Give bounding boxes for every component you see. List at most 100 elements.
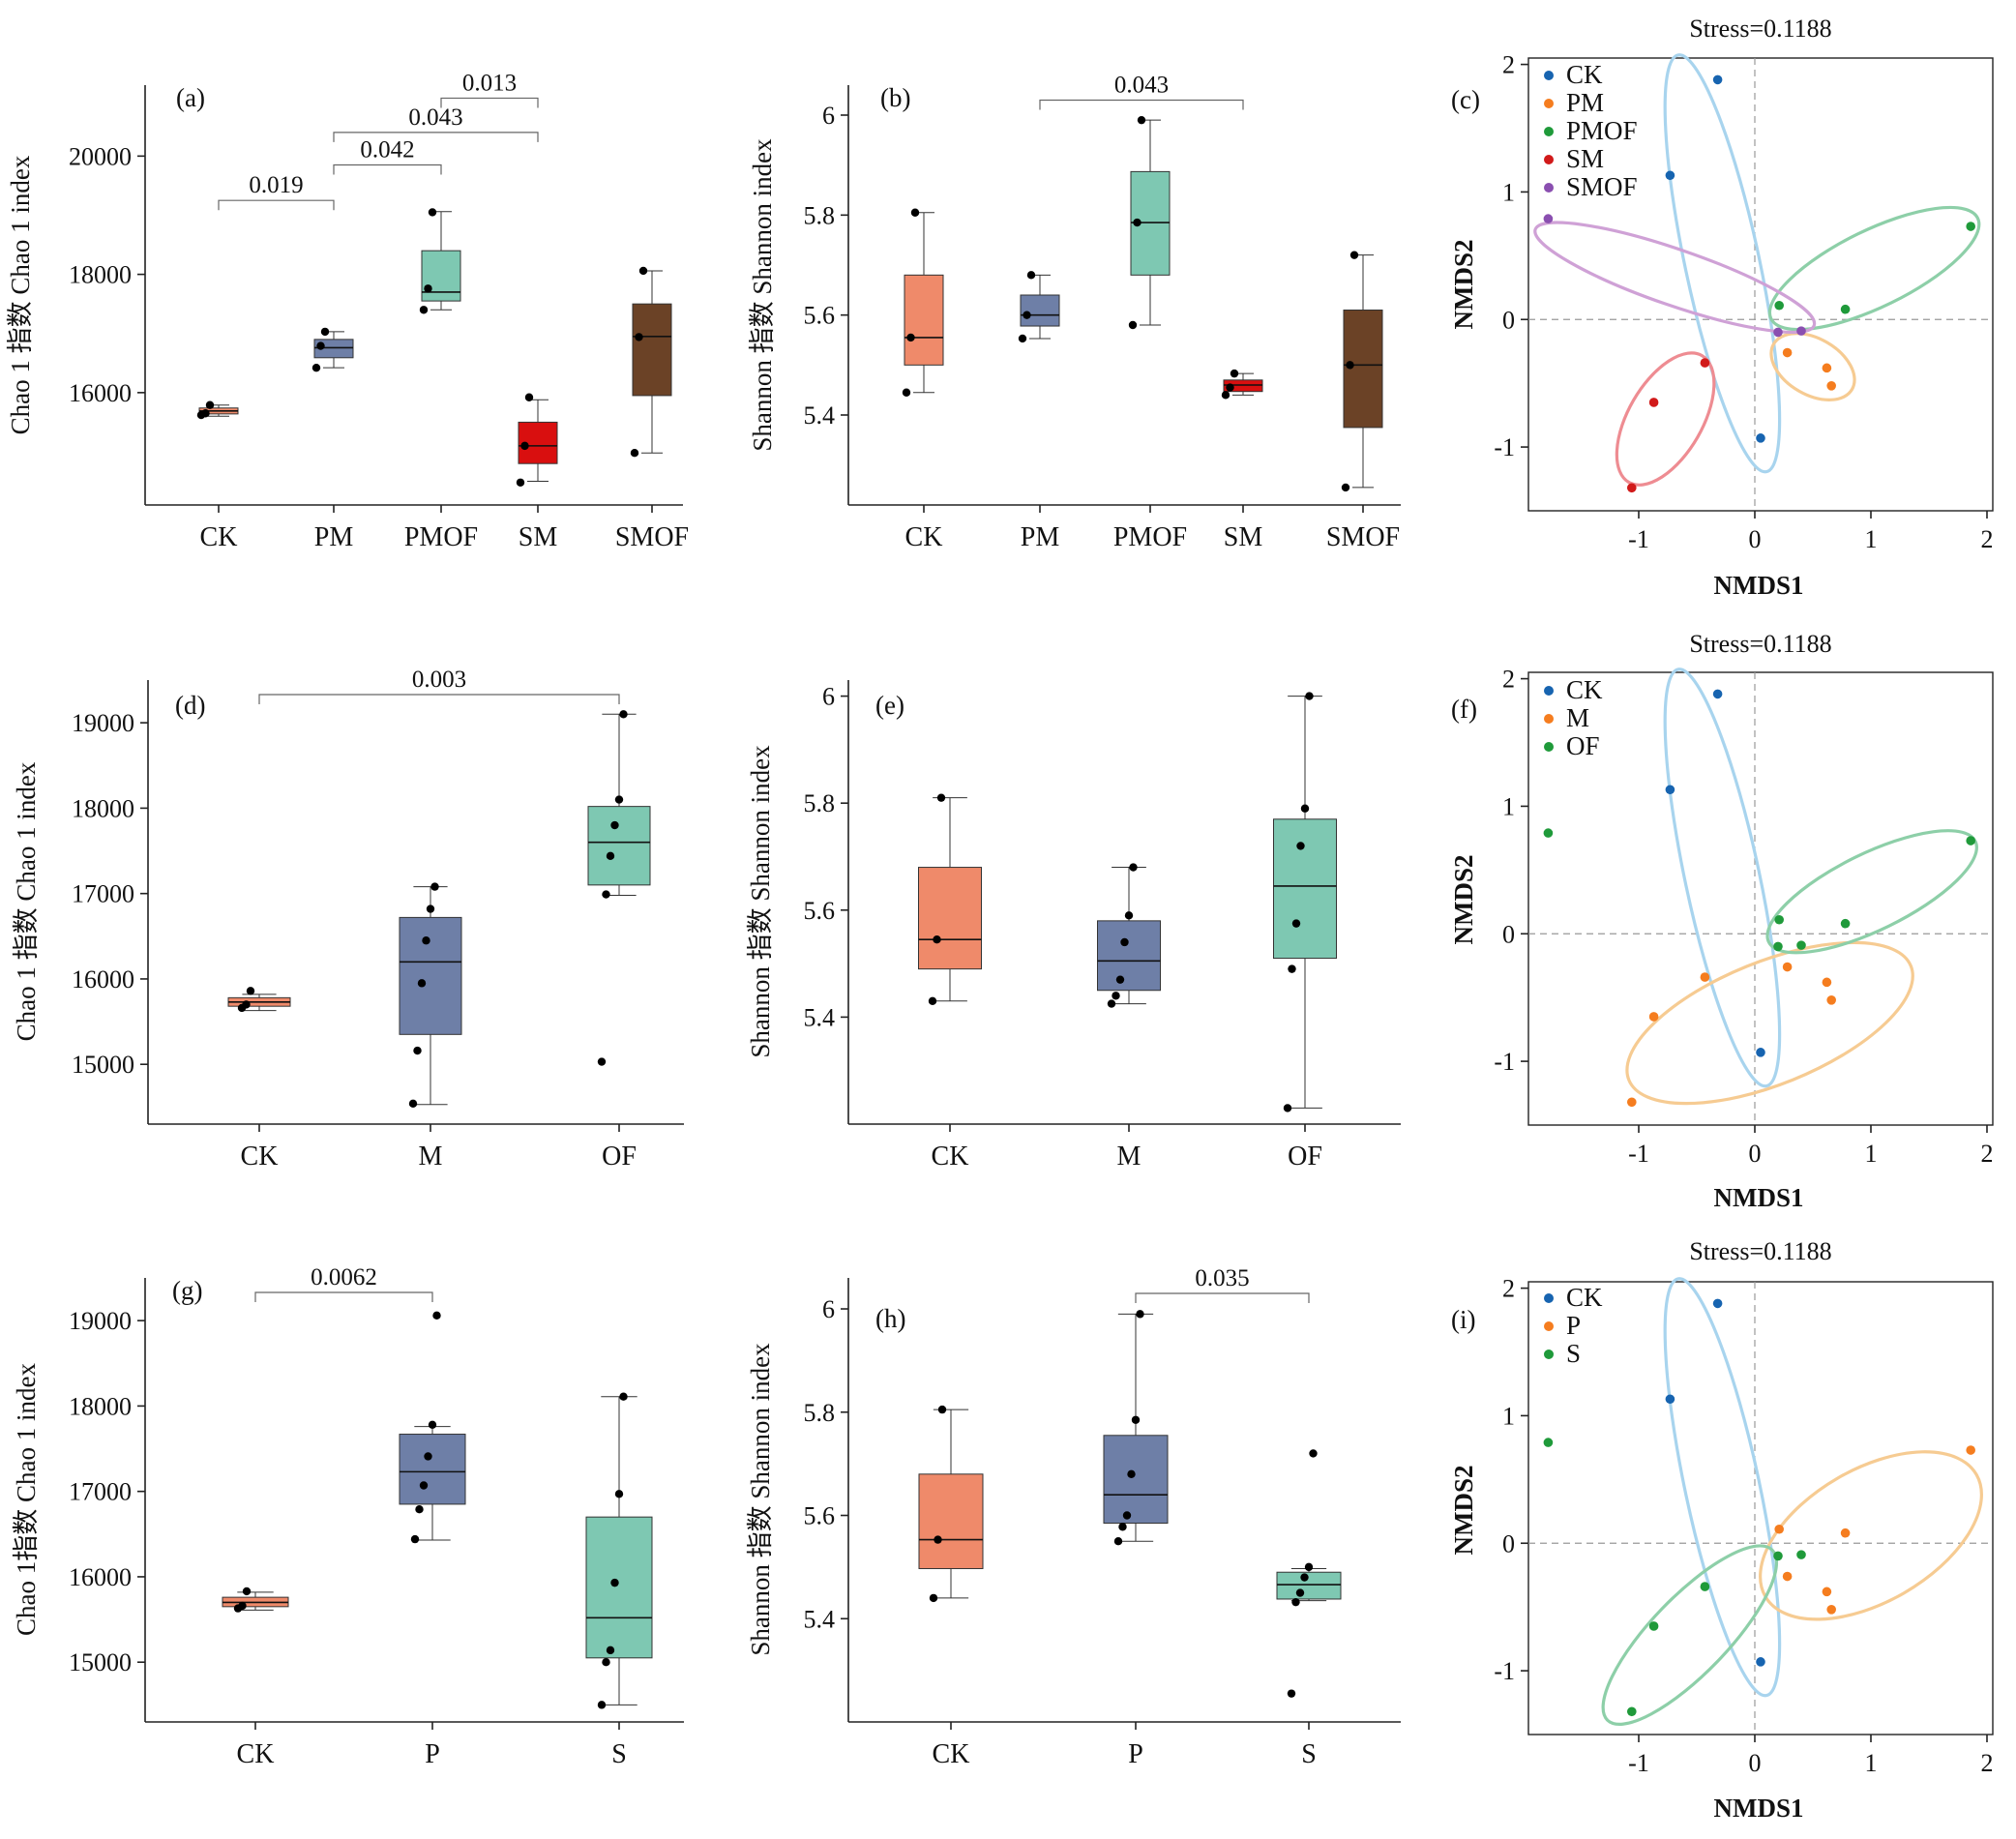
point-M: [1822, 977, 1832, 988]
legend-entry: SM: [1566, 144, 1604, 173]
data-point: [1127, 1469, 1136, 1479]
box-SMOF: [632, 303, 672, 397]
data-point: [1136, 1310, 1144, 1319]
p-value-label: 0.043: [1114, 73, 1169, 99]
box-P: [1103, 1435, 1169, 1525]
x-tick-label: OF: [602, 1142, 637, 1172]
x-tick-label: SM: [519, 522, 558, 552]
legend-marker: [1544, 71, 1554, 80]
legend-entry: CK: [1566, 675, 1603, 704]
point-M: [1782, 962, 1793, 972]
x-tick-label: 1: [1865, 525, 1878, 553]
y-axis-label: NMDS2: [1449, 855, 1478, 945]
confidence-ellipse: [1601, 1544, 1779, 1727]
y-tick-label: 6: [822, 683, 835, 711]
x-tick-label: -1: [1628, 1749, 1649, 1777]
legend-marker: [1544, 127, 1554, 136]
data-point: [929, 1593, 938, 1603]
y-tick-label: 17000: [72, 880, 134, 908]
significance-bracket: [440, 97, 539, 108]
box-OF: [1273, 818, 1337, 960]
plot-frame: [1527, 57, 1994, 512]
point-CK: [1665, 1394, 1675, 1405]
confidence-ellipse: [1765, 829, 1978, 955]
y-tick-label: 2: [1502, 666, 1515, 694]
panel-label: (g): [172, 1276, 202, 1305]
data-point: [1023, 311, 1031, 319]
data-point: [428, 1420, 437, 1430]
x-tick-label: CK: [905, 522, 943, 552]
y-tick-label: 16000: [72, 965, 134, 994]
legend-marker: [1544, 1350, 1554, 1359]
y-tick-label: 6: [822, 102, 835, 130]
p-value-label: 0.003: [412, 667, 466, 693]
data-point: [424, 284, 432, 293]
data-point: [1107, 999, 1116, 1008]
box-P: [399, 1434, 466, 1505]
box-S: [1276, 1571, 1342, 1600]
x-axis-label: NMDS1: [1714, 1794, 1804, 1823]
y-tick-label: 5.6: [804, 897, 836, 925]
data-point: [1226, 383, 1234, 392]
data-point: [246, 987, 255, 995]
confidence-ellipse: [1663, 53, 1782, 474]
data-point: [1137, 115, 1146, 125]
confidence-ellipse: [1767, 205, 1981, 332]
y-tick-label: 16000: [69, 379, 132, 407]
legend-marker: [1544, 1321, 1554, 1331]
legend-marker: [1544, 742, 1554, 752]
data-point: [430, 882, 439, 891]
p-value-label: 0.0062: [311, 1264, 377, 1290]
data-point: [610, 820, 619, 830]
point-CK: [1756, 1657, 1765, 1667]
x-tick-label: 0: [1749, 1140, 1762, 1168]
box-M: [1097, 920, 1161, 992]
data-point: [1129, 863, 1138, 872]
data-point: [1113, 1536, 1123, 1546]
data-point: [619, 1392, 628, 1401]
point-OF: [1774, 914, 1784, 925]
point-P: [1840, 1528, 1851, 1538]
point-OF: [1796, 940, 1806, 950]
box-CK: [904, 274, 944, 366]
y-tick-label: 5.6: [804, 302, 836, 330]
p-value-label: 0.035: [1195, 1265, 1249, 1291]
x-tick-label: 2: [1981, 525, 1994, 553]
significance-bracket: [254, 1291, 433, 1303]
data-point: [413, 1046, 422, 1055]
data-point: [1133, 218, 1141, 227]
point-PM: [1826, 381, 1836, 391]
legend-marker: [1544, 686, 1554, 696]
panel-d: 15000 16000 17000 18000 19000 CK M OF 0.003 (d) Ch…: [12, 667, 684, 1172]
y-tick-label: 20000: [69, 142, 132, 170]
data-point: [597, 1057, 607, 1066]
data-point: [1295, 1588, 1305, 1597]
data-point: [937, 1405, 947, 1414]
y-tick-label: 5.6: [804, 1502, 836, 1530]
data-point: [1305, 692, 1314, 700]
point-S: [1700, 1582, 1710, 1591]
legend-entry: SMOF: [1566, 172, 1638, 201]
data-point: [1291, 919, 1301, 928]
data-point: [1287, 1689, 1296, 1698]
point-P: [1774, 1524, 1784, 1534]
data-point: [419, 1481, 429, 1490]
data-point: [1291, 1597, 1300, 1607]
data-point: [424, 1452, 432, 1461]
significance-bracket: [258, 694, 620, 705]
y-tick-label: 15000: [69, 1648, 132, 1676]
point-SMOF: [1543, 214, 1554, 223]
y-tick-label: 5.8: [804, 789, 836, 817]
point-P: [1826, 1605, 1836, 1615]
data-point: [1128, 320, 1138, 330]
x-tick-label: 2: [1981, 1140, 1994, 1168]
data-point: [205, 400, 215, 409]
x-tick-label: -1: [1628, 525, 1649, 553]
data-point: [1026, 271, 1036, 280]
panel-e: 5.4 5.6 5.8 6 CK M OF (e) Shannon 指数 Shannon ind…: [746, 680, 1401, 1172]
panel-label: (e): [875, 691, 904, 720]
point-OF: [1773, 941, 1783, 952]
panel-h: 5.4 5.6 5.8 6 CK P S 0.035 (h) Shannon 指数 Shannon…: [746, 1265, 1401, 1769]
panel-a: 16000 18000 20000 CK PM PMOF SM SMOF 0.019 0.042 0…: [6, 70, 689, 552]
significance-bracket: [333, 132, 539, 142]
